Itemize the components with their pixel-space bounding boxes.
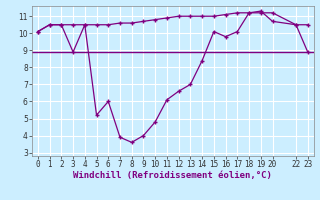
X-axis label: Windchill (Refroidissement éolien,°C): Windchill (Refroidissement éolien,°C) xyxy=(73,171,272,180)
